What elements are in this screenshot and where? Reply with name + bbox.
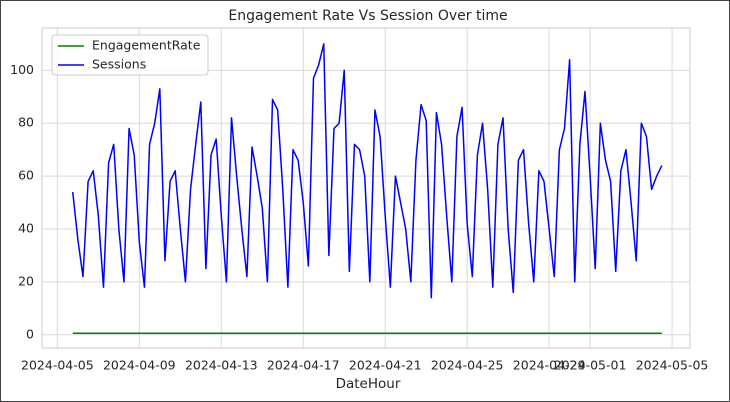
x-tick-label: 2024-04-17 xyxy=(267,358,340,373)
x-tick-label: 2024-04-29 xyxy=(513,358,586,373)
legend-label: Sessions xyxy=(92,57,146,72)
x-tick-label: 2024-04-09 xyxy=(103,358,176,373)
y-tick-label: 100 xyxy=(10,62,34,77)
chart-title: Engagement Rate Vs Session Over time xyxy=(228,8,507,24)
plot-frame xyxy=(41,27,691,349)
y-tick-label: 60 xyxy=(18,168,34,183)
legend-box xyxy=(51,34,209,76)
x-tick-label: 2024-04-25 xyxy=(431,358,504,373)
x-tick-label: 2024-04-21 xyxy=(349,358,422,373)
x-axis-label: DateHour xyxy=(336,376,401,392)
series-line xyxy=(71,43,663,299)
y-tick-label: 80 xyxy=(18,115,34,130)
legend-label: EngagementRate xyxy=(92,38,201,53)
y-tick-label: 20 xyxy=(18,273,34,288)
y-tick-label: 0 xyxy=(26,326,34,341)
x-tick-label: 2024-04-05 xyxy=(21,358,94,373)
x-tick-label: 2024-04-13 xyxy=(185,358,258,373)
x-tick-label: 2024-05-05 xyxy=(636,358,709,373)
x-tick-label: 2024-05-01 xyxy=(554,358,627,373)
y-tick-label: 40 xyxy=(18,220,34,235)
